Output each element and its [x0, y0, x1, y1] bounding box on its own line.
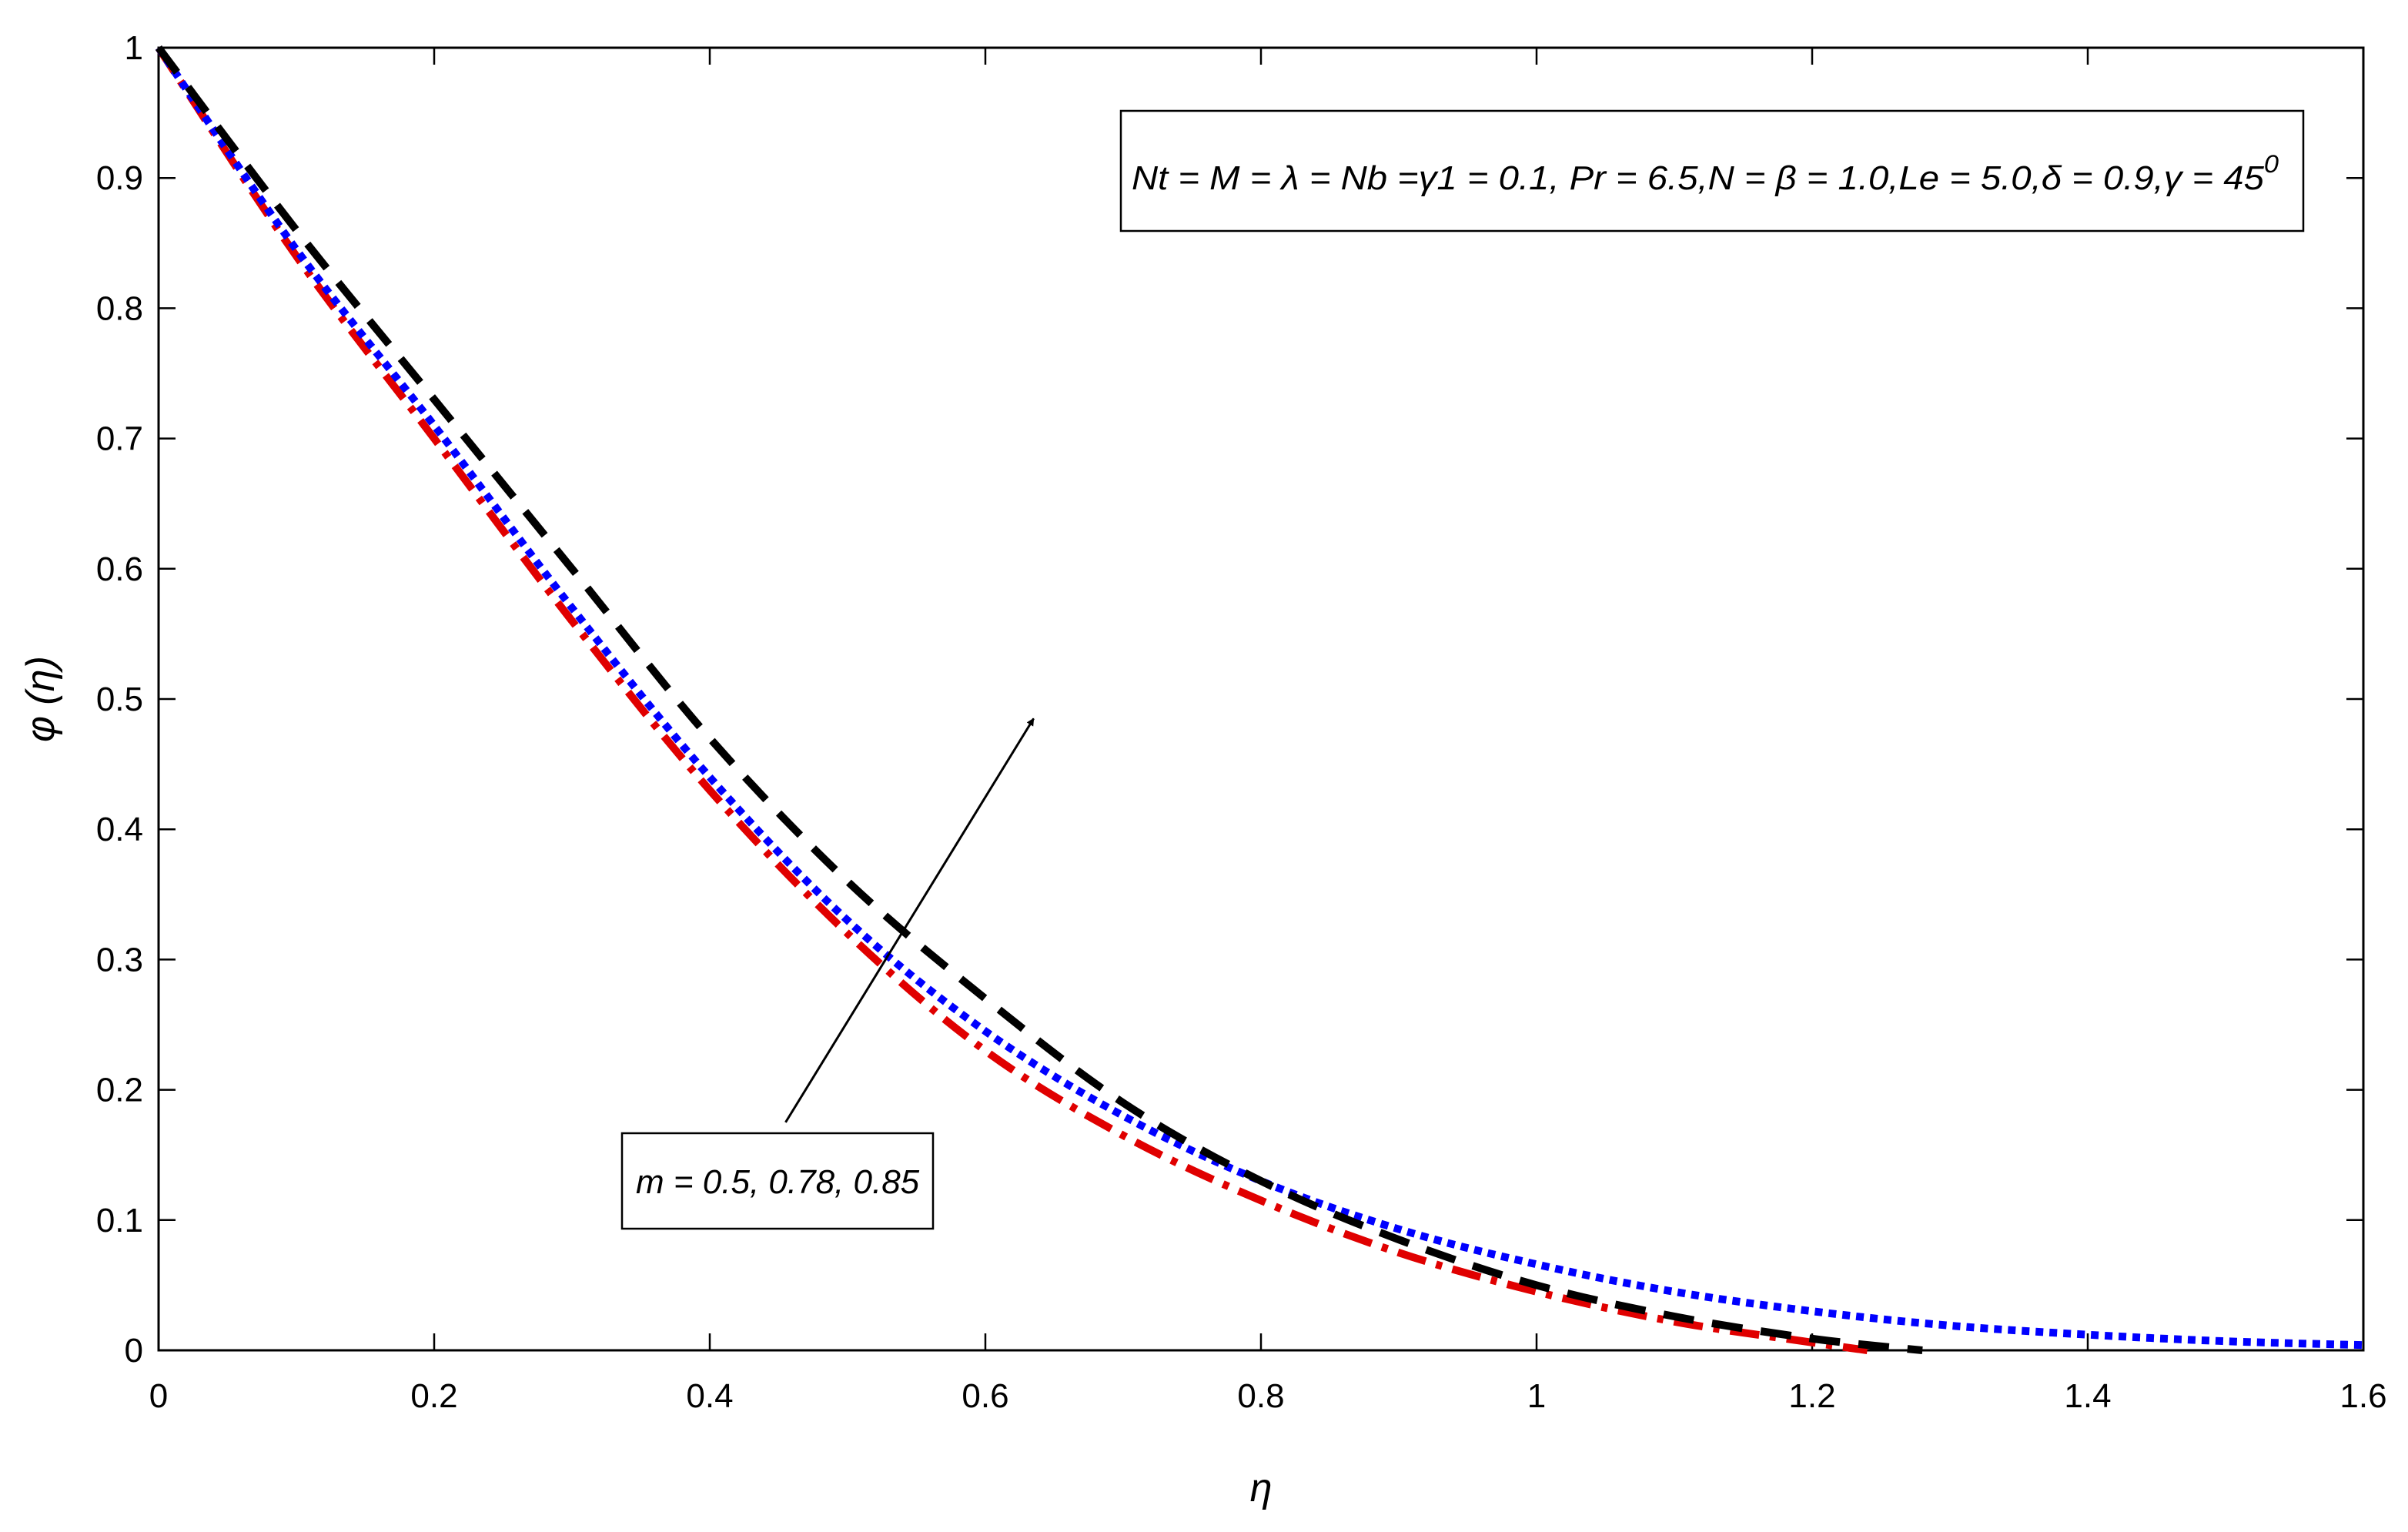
y-axis-label: φ (η): [18, 656, 63, 742]
x-tick-label: 1.6: [2339, 1377, 2386, 1415]
m-values-box: [620, 1132, 935, 1230]
annotations: Nt = M = λ = Nb =γ1 = 0.1, Pr = 6.5,N = …: [620, 109, 2305, 1230]
y-tick-label: 0.4: [96, 811, 143, 848]
y-tick-label: 0: [125, 1332, 143, 1370]
y-tick-label: 0.1: [96, 1202, 143, 1239]
series-line-1: [155, 45, 1868, 1354]
parameters-box: [1119, 109, 2305, 232]
x-tick-label: 0.4: [686, 1377, 733, 1415]
m-values-text: m = 0.5, 0.78, 0.85: [636, 1163, 920, 1201]
parameters-text: Nt = M = λ = Nb =γ1 = 0.1, Pr = 6.5,N = …: [1132, 150, 2279, 197]
y-tick-label: 0.3: [96, 941, 143, 978]
y-tick-label: 0.5: [96, 681, 143, 718]
y-tick-label: 1: [125, 29, 143, 67]
parameters-main-text: Nt = M = λ = Nb =γ1 = 0.1, Pr = 6.5,N = …: [1132, 159, 2264, 197]
y-tick-label: 0.8: [96, 289, 143, 327]
x-axis-label: η: [1250, 1466, 1273, 1510]
trend-arrow: [784, 717, 1035, 1123]
x-tick-label: 0.6: [962, 1377, 1008, 1415]
x-tick-label: 0.2: [410, 1377, 457, 1415]
plot-area: [157, 46, 2365, 1352]
y-tick-label: 0.2: [96, 1072, 143, 1109]
x-axis: 0 0.2 0.4 0.6 0.8 1 1.2 1.4 1.6: [149, 48, 2387, 1415]
series-line-3: [156, 45, 1923, 1354]
parameters-superscript: 0: [2264, 150, 2279, 178]
x-tick-label: 1.4: [2064, 1377, 2111, 1415]
x-tick-label: 0: [149, 1377, 168, 1415]
x-tick-label: 0.8: [1237, 1377, 1284, 1415]
y-tick-label: 0.7: [96, 420, 143, 458]
x-tick-label: 1.2: [1788, 1377, 1835, 1415]
x-tick-label: 1: [1527, 1377, 1546, 1415]
series-layer: [155, 45, 2364, 1354]
y-axis: 0 0.1 0.2 0.3 0.4 0.5 0.6 0.7 0.8 0.9 1: [96, 29, 2363, 1370]
y-tick-label: 0.9: [96, 159, 143, 197]
y-tick-label: 0.6: [96, 550, 143, 588]
series-line-2: [155, 45, 2364, 1350]
